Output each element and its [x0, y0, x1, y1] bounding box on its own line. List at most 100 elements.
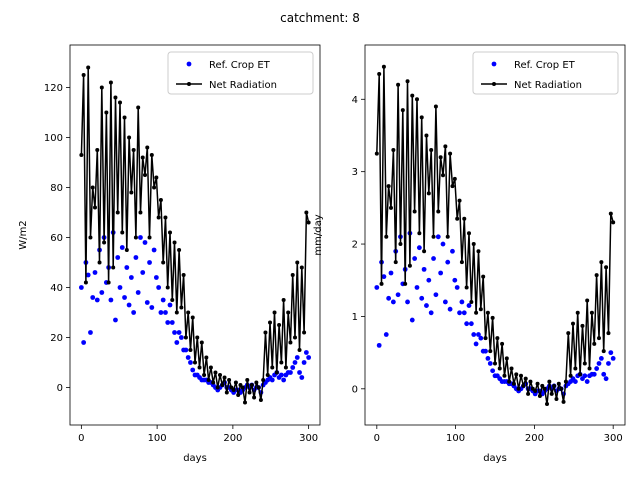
data-point — [177, 248, 182, 252]
data-point — [174, 340, 180, 345]
data-point — [147, 235, 152, 240]
data-point — [585, 298, 590, 303]
data-point — [274, 370, 279, 375]
data-point — [124, 265, 130, 270]
data-point — [535, 381, 540, 386]
y-tick-label: 100 — [44, 133, 63, 144]
data-point — [304, 210, 309, 215]
legend-marker — [491, 61, 497, 67]
data-point — [122, 115, 127, 120]
data-point — [135, 290, 141, 295]
data-point — [409, 317, 415, 323]
data-point — [138, 235, 143, 240]
data-point — [516, 386, 521, 391]
data-point — [292, 360, 298, 365]
data-point — [537, 394, 542, 399]
data-point — [286, 310, 291, 315]
data-point — [108, 80, 113, 85]
data-point — [120, 230, 125, 235]
data-point — [144, 300, 150, 305]
y-tick-label: 60 — [50, 233, 63, 244]
data-point — [99, 290, 105, 295]
data-point — [154, 175, 159, 180]
data-point — [594, 366, 600, 371]
data-point — [149, 153, 154, 157]
data-point — [410, 93, 415, 98]
data-point — [422, 249, 427, 254]
data-point — [102, 240, 107, 245]
data-point — [143, 173, 147, 177]
data-point — [589, 310, 594, 315]
data-point — [293, 335, 297, 340]
data-point — [163, 215, 168, 220]
x-tick-label: 300 — [299, 433, 318, 444]
data-point — [158, 198, 163, 202]
data-point — [190, 315, 195, 320]
data-point — [140, 270, 146, 275]
data-point — [509, 366, 514, 371]
data-point — [197, 365, 202, 370]
data-point — [136, 105, 141, 110]
data-point — [220, 383, 225, 387]
data-point — [140, 155, 145, 160]
data-point — [440, 241, 446, 247]
y-tick-label: 20 — [50, 333, 63, 344]
data-point — [476, 249, 481, 254]
data-point — [131, 148, 136, 152]
data-point — [601, 371, 607, 377]
data-point — [383, 332, 389, 337]
data-point — [252, 395, 257, 400]
data-point — [568, 373, 573, 378]
data-point — [395, 292, 401, 298]
data-point — [523, 376, 528, 381]
data-point — [153, 275, 159, 280]
data-point — [419, 295, 425, 301]
data-point — [270, 365, 275, 370]
data-point — [81, 340, 87, 345]
data-point — [483, 348, 488, 354]
data-point — [145, 145, 150, 150]
data-point — [556, 381, 561, 386]
x-tick-label: 300 — [604, 433, 623, 444]
data-point — [233, 380, 238, 385]
data-point — [299, 265, 304, 270]
data-point — [412, 256, 418, 261]
data-point — [424, 303, 429, 308]
data-point — [94, 297, 100, 303]
data-point — [405, 299, 410, 305]
data-point — [476, 332, 481, 337]
data-point — [149, 305, 155, 310]
data-point — [403, 281, 408, 286]
data-point — [445, 234, 450, 239]
data-point — [426, 277, 432, 283]
data-point — [122, 295, 127, 300]
data-point — [433, 292, 439, 298]
data-point — [598, 356, 604, 361]
data-point — [478, 307, 483, 312]
data-point — [218, 373, 222, 377]
data-point — [222, 375, 227, 380]
plot-data — [78, 65, 312, 405]
data-point — [374, 151, 379, 156]
data-point — [215, 385, 220, 390]
data-point — [412, 209, 417, 214]
data-point — [279, 360, 284, 365]
data-point — [592, 341, 597, 346]
plot-data — [374, 64, 616, 407]
data-point — [92, 270, 98, 275]
data-point — [138, 210, 143, 215]
data-point — [455, 216, 460, 221]
legend-item: Net Radiation — [481, 80, 582, 91]
data-point — [256, 385, 261, 390]
data-point — [507, 379, 512, 384]
data-point — [528, 379, 533, 384]
data-point — [178, 335, 184, 340]
data-point — [290, 273, 295, 277]
plot-frame — [69, 44, 321, 426]
data-point — [580, 323, 585, 328]
data-point — [185, 355, 191, 360]
data-point — [204, 355, 209, 360]
data-point — [301, 360, 307, 365]
legend-label: Ref. Crop ET — [209, 60, 271, 71]
data-point — [168, 230, 172, 235]
